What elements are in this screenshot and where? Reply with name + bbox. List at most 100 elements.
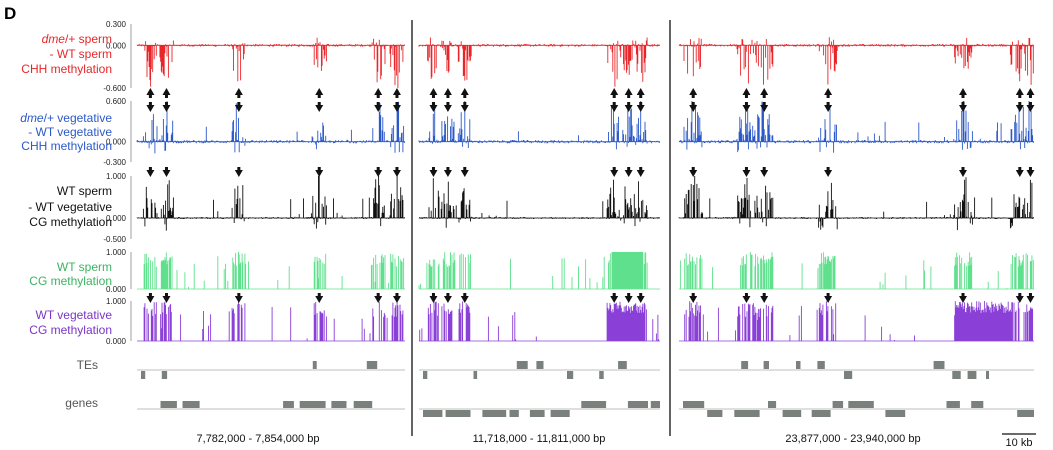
signal-cg_diff-r1 — [136, 176, 405, 231]
region-label-2: 11,718,000 - 11,811,000 bp — [473, 433, 606, 445]
arrow-up-r3-4 — [959, 88, 967, 98]
annot-feature-tes-r2-0 — [423, 371, 428, 379]
arrow-down-veg-r1-4 — [374, 293, 383, 303]
tick-label-chh_veg-2: -0.300 — [103, 158, 126, 167]
tick-label-cg_diff-2: -0.500 — [103, 235, 126, 244]
track-label-cg_sperm-line1: WT sperm — [57, 260, 112, 274]
signal-cg_sperm-r1 — [143, 252, 405, 289]
arrow-down-chh-r3-6 — [1026, 102, 1035, 112]
track-label-cg_sperm-line2: CG methylation — [29, 274, 112, 288]
annot-track-tes — [137, 361, 1034, 379]
annot-feature-tes-r2-4 — [516, 361, 528, 369]
arrow-up-r3-6 — [1026, 88, 1035, 98]
tick-label-chh_veg-0: 0.600 — [106, 97, 127, 106]
arrow-down-veg-r3-3 — [824, 293, 833, 303]
arrow-up-r1-5 — [392, 88, 401, 98]
arrow-down-cg-r3-0 — [689, 167, 698, 177]
arrow-down-veg-r3-6 — [1026, 293, 1035, 303]
arrow-down-chh-r2-1 — [443, 102, 452, 112]
arrow-down-veg-r1-2 — [234, 293, 243, 303]
annot-feature-genes-r3-3 — [768, 401, 777, 408]
track-chh_sperm: 0.300 0.000 -0.600 — [103, 20, 1034, 93]
tick-label-chh_sperm-1: 0.000 — [106, 41, 127, 50]
region-label-1: 7,782,000 - 7,854,000 bp — [197, 433, 320, 445]
arrow-down-chh-r3-1 — [742, 102, 751, 112]
signal-chh_sperm-r1 — [136, 37, 405, 88]
annot-feature-genes-r3-7 — [848, 401, 874, 408]
track-cg_veg: 1.000 0.000 — [106, 297, 1034, 346]
annot-feature-genes-r2-6 — [581, 401, 607, 408]
arrow-down-veg-r2-4 — [624, 293, 633, 303]
annot-feature-tes-r2-9 — [618, 361, 627, 369]
annot-feature-tes-r3-13 — [986, 371, 989, 379]
annot-feature-genes-r3-10 — [946, 401, 960, 408]
arrow-down-cg-r3-2 — [760, 167, 769, 177]
arrow-markers — [146, 88, 1035, 303]
arrow-up-r2-3 — [610, 88, 619, 98]
annot-feature-tes-r3-2 — [741, 361, 749, 369]
tick-label-cg_sperm-0: 1.000 — [106, 248, 127, 257]
signal-chh_sperm-r3 — [678, 37, 1034, 85]
tick-label-cg_sperm-1: 0.000 — [106, 285, 127, 294]
arrow-down-veg-r1-1 — [162, 293, 171, 303]
annot-feature-genes-r1-10 — [353, 401, 373, 408]
arrow-up-r2-4 — [624, 88, 633, 98]
arrow-down-veg-r3-0 — [689, 293, 698, 303]
arrow-up-r1-0 — [146, 88, 155, 98]
arrow-down-veg-r3-4 — [959, 293, 967, 303]
annot-feature-tes-r2-2 — [473, 371, 478, 379]
arrow-down-chh-r1-1 — [162, 102, 171, 112]
tick-label-cg_diff-1: 0.000 — [106, 214, 127, 223]
annot-feature-genes-r2-5 — [550, 410, 570, 417]
track-label-cg_veg-line1: WT vegetative — [36, 308, 113, 322]
arrow-down-cg-r1-4 — [374, 167, 383, 177]
annot-feature-genes-r3-11 — [971, 401, 984, 408]
annot-feature-genes-r3-2 — [734, 410, 760, 417]
arrow-up-r2-1 — [443, 88, 452, 98]
track-label-chh_veg-line3: CHH methylation — [21, 139, 112, 153]
annot-feature-tes-r2-8 — [599, 371, 604, 379]
arrow-up-r1-1 — [162, 88, 171, 98]
tracks: 0.300 0.000 -0.600 0.600 0.000 -0.300 1.000 0.0… — [103, 20, 1035, 417]
arrow-down-veg-r2-1 — [443, 293, 452, 303]
arrow-down-cg-r1-5 — [392, 167, 401, 177]
arrow-up-r1-3 — [315, 88, 324, 98]
arrow-up-r2-2 — [460, 88, 469, 98]
track-label-chh_sperm-line3: CHH methylation — [21, 62, 112, 76]
annot-feature-genes-r2-4 — [529, 410, 545, 417]
arrow-down-chh-r2-2 — [460, 102, 469, 112]
annot-feature-tes-r1-1 — [161, 371, 168, 379]
arrow-down-chh-r2-5 — [636, 102, 645, 112]
annot-feature-genes-r1-8 — [299, 401, 326, 408]
arrow-down-chh-r3-4 — [959, 102, 967, 112]
arrow-up-r3-5 — [1015, 88, 1024, 98]
annot-feature-genes-r2-2 — [482, 410, 507, 417]
tick-label-cg_veg-1: 0.000 — [106, 337, 127, 346]
annot-feature-tes-r3-12 — [967, 371, 977, 379]
arrow-down-chh-r1-5 — [392, 102, 401, 112]
signal-cg_veg-r1 — [143, 301, 404, 341]
arrow-down-chh-r2-4 — [624, 102, 633, 112]
arrow-down-veg-r3-5 — [1015, 293, 1024, 303]
annot-feature-genes-r3-14 — [1017, 410, 1034, 417]
arrow-down-cg-r3-4 — [959, 167, 967, 177]
panel-letter: D — [4, 4, 16, 23]
arrow-up-r3-3 — [824, 88, 833, 98]
arrow-down-cg-r2-5 — [636, 167, 645, 177]
track-label-chh_veg-line2: - WT vegetative — [28, 125, 112, 139]
arrow-down-chh-r1-3 — [315, 102, 324, 112]
arrow-down-veg-r2-2 — [460, 293, 469, 303]
arrow-down-chh-r3-5 — [1015, 102, 1024, 112]
annot-feature-genes-r2-1 — [445, 410, 471, 417]
arrow-down-cg-r2-4 — [624, 167, 633, 177]
arrow-down-cg-r1-2 — [234, 167, 243, 177]
region-label-3: 23,877,000 - 23,940,000 bp — [785, 433, 920, 445]
arrow-down-cg-r1-3 — [315, 167, 324, 177]
annot-feature-tes-r2-7 — [567, 371, 574, 379]
arrow-down-chh-r3-0 — [689, 102, 698, 112]
footer: 7,782,000 - 7,854,000 bp 11,718,000 - 11… — [197, 433, 1036, 449]
track-label-cg_diff-line2: - WT vegetative — [28, 200, 112, 214]
signal-cg_sperm-r2 — [418, 252, 648, 289]
